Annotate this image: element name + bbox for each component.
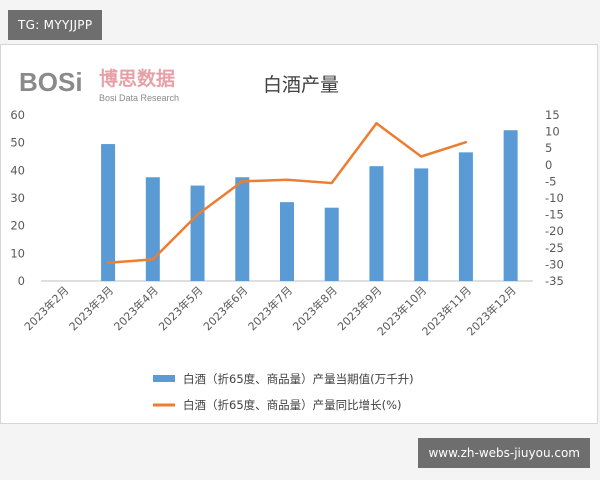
legend-line-label: 白酒（折65度、商品量）产量同比增长(%) <box>183 398 402 412</box>
bar <box>458 152 473 281</box>
axes: 0 10 20 30 40 50 60 -35 -30 -25 -20 -15 -10 -5 0 5 10 15 <box>10 108 563 288</box>
x-tick-label: 2023年3月 <box>66 283 116 333</box>
y-right-tick-label: 0 <box>545 158 552 172</box>
x-tick-label: 2023年4月 <box>111 283 161 333</box>
line-point <box>330 181 333 185</box>
line-series <box>106 122 468 264</box>
line-point <box>375 122 378 125</box>
x-tick-label: 2023年8月 <box>290 283 340 333</box>
y-left-tick-label: 60 <box>10 108 25 122</box>
bar-series <box>101 130 518 281</box>
line-point <box>106 261 110 264</box>
tag-label: TG: MYYJJPP <box>8 10 103 40</box>
y-left-tick-label: 20 <box>10 219 25 233</box>
legend-bar-swatch <box>153 375 175 382</box>
line-point <box>285 178 289 181</box>
y-left-tick-label: 0 <box>18 274 25 288</box>
x-tick-label: 2023年7月 <box>245 283 295 333</box>
y-right-tick-label: -35 <box>545 274 564 288</box>
y-right-tick-label: 10 <box>545 125 560 139</box>
chart-title: 白酒产量 <box>263 74 339 96</box>
x-tick-label: 2023年6月 <box>200 283 250 333</box>
y-right-tick-label: -15 <box>545 208 564 222</box>
bar <box>235 177 250 281</box>
line-point <box>419 155 423 158</box>
watermark-label: www.zh-webs-jiuyou.com <box>418 438 590 468</box>
y-right-tick-label: -20 <box>545 224 564 238</box>
legend-bar-label: 白酒（折65度、商品量）产量当期值(万千升) <box>183 372 414 386</box>
y-right-tick-label: -25 <box>545 241 564 255</box>
logo-cn: 博思数据 <box>99 67 175 90</box>
chart-frame: BOSi 博思数据 Bosi Data Research 白酒产量 0 10 20 3… <box>0 44 598 424</box>
line-point <box>196 213 199 216</box>
logo-en: Bosi Data Research <box>99 93 179 103</box>
line-point <box>151 258 155 261</box>
y-right-tick-label: -30 <box>545 257 564 271</box>
y-left-tick-label: 30 <box>10 191 25 205</box>
bar <box>145 177 160 281</box>
bar <box>369 166 384 281</box>
legend: 白酒（折65度、商品量）产量当期值(万千升) 白酒（折65度、商品量）产量同比增… <box>153 372 414 412</box>
bar <box>503 130 518 281</box>
bar <box>101 144 116 281</box>
y-right-tick-label: 15 <box>545 108 560 122</box>
y-left-tick-label: 50 <box>10 136 25 150</box>
logo-word: BOSi <box>19 67 83 97</box>
y-right-tick-label: -5 <box>545 174 556 188</box>
bar <box>414 168 429 281</box>
line-point <box>241 180 244 183</box>
x-tick-labels: 2023年2月2023年3月2023年4月2023年5月2023年6月2023年… <box>21 283 518 338</box>
y-right-tick-label: 5 <box>545 141 552 155</box>
bar <box>190 185 205 281</box>
x-tick-label: 2023年5月 <box>155 283 205 333</box>
bosi-logo: BOSi 博思数据 Bosi Data Research <box>19 67 179 103</box>
chart-svg: BOSi 博思数据 Bosi Data Research 白酒产量 0 10 20 3… <box>10 67 563 412</box>
bar <box>324 207 339 281</box>
line-point <box>464 141 468 144</box>
y-right-tick-label: -10 <box>545 191 564 205</box>
y-left-tick-label: 40 <box>10 163 25 177</box>
y-left-tick-label: 10 <box>10 246 25 260</box>
bar <box>280 202 294 281</box>
x-tick-label: 2023年2月 <box>21 283 71 333</box>
